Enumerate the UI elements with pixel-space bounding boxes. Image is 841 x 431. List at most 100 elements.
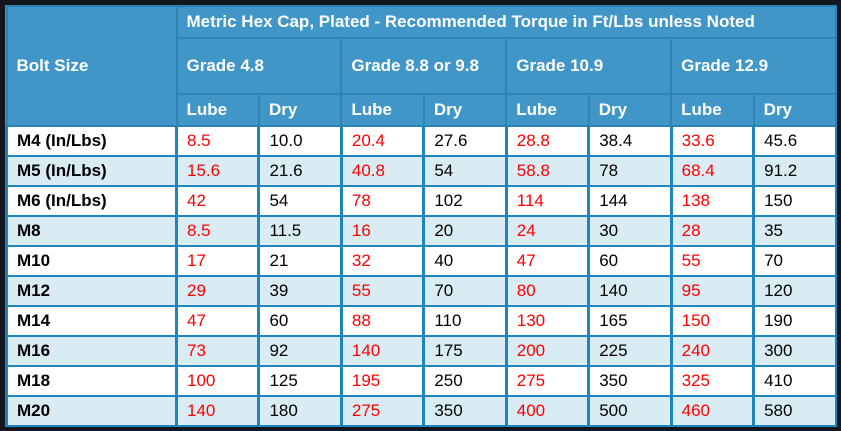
dry-value-cell: 91.2 <box>752 155 838 187</box>
table-row: M18 100 125 195 250 275 350 325 410 <box>5 365 838 397</box>
dry-value-cell: 10.0 <box>257 125 343 157</box>
grade-header-row: Grade 4.8 Grade 8.8 or 9.8 Grade 10.9 Gr… <box>7 37 837 95</box>
bolt-size-cell: M16 <box>5 335 178 367</box>
lube-value-cell: 88 <box>339 305 425 337</box>
lube-value-cell: 55 <box>669 245 755 277</box>
table-row: M8 8.5 11.5 16 20 24 30 28 35 <box>5 215 838 247</box>
dry-header: Dry <box>422 93 508 127</box>
bolt-size-cell: M18 <box>5 365 178 397</box>
dry-value-cell: 40 <box>422 245 508 277</box>
dry-value-cell: 70 <box>422 275 508 307</box>
lube-value-cell: 40.8 <box>339 155 425 187</box>
dry-value-cell: 225 <box>587 335 673 367</box>
table-row: M5 (In/Lbs) 15.6 21.6 40.8 54 58.8 78 68.4 91.2 <box>5 155 838 187</box>
lube-value-cell: 114 <box>504 185 590 217</box>
grade-4-8-header: Grade 4.8 <box>175 37 343 95</box>
lube-value-cell: 140 <box>339 335 425 367</box>
bolt-size-cell: M12 <box>5 275 178 307</box>
lube-value-cell: 8.5 <box>174 215 260 247</box>
dry-value-cell: 180 <box>257 395 343 427</box>
table-row: M4 (In/Lbs) 8.5 10.0 20.4 27.6 28.8 38.4 33.6 45… <box>5 125 838 157</box>
dry-value-cell: 175 <box>422 335 508 367</box>
lube-value-cell: 275 <box>504 365 590 397</box>
lube-value-cell: 150 <box>669 305 755 337</box>
lube-header: Lube <box>670 93 755 127</box>
dry-value-cell: 35 <box>752 215 838 247</box>
dry-value-cell: 30 <box>587 215 673 247</box>
table-row: M6 (In/Lbs) 42 54 78 102 114 144 138 150 <box>5 185 838 217</box>
lube-value-cell: 325 <box>669 365 755 397</box>
lube-value-cell: 24 <box>504 215 590 247</box>
bolt-size-cell: M20 <box>5 395 178 427</box>
dry-value-cell: 70 <box>752 245 838 277</box>
dry-value-cell: 21 <box>257 245 343 277</box>
dry-value-cell: 150 <box>752 185 838 217</box>
table-row: M20 140 180 275 350 400 500 460 580 <box>5 395 838 427</box>
dry-value-cell: 20 <box>422 215 508 247</box>
dry-value-cell: 350 <box>587 365 673 397</box>
dry-value-cell: 190 <box>752 305 838 337</box>
lube-value-cell: 47 <box>504 245 590 277</box>
dry-value-cell: 38.4 <box>587 125 673 157</box>
lube-value-cell: 68.4 <box>669 155 755 187</box>
lube-value-cell: 460 <box>669 395 755 427</box>
lube-value-cell: 130 <box>504 305 590 337</box>
lube-dry-header-row: Lube Dry Lube Dry Lube Dry Lube Dry <box>7 93 838 127</box>
lube-value-cell: 8.5 <box>174 125 260 157</box>
dry-value-cell: 27.6 <box>422 125 508 157</box>
dry-value-cell: 144 <box>587 185 673 217</box>
lube-value-cell: 275 <box>339 395 425 427</box>
torque-table: Bolt Size Metric Hex Cap, Plated - Recom… <box>5 5 838 427</box>
lube-value-cell: 32 <box>339 245 425 277</box>
dry-value-cell: 125 <box>257 365 343 397</box>
lube-value-cell: 16 <box>339 215 425 247</box>
table-title: Metric Hex Cap, Plated - Recommended Tor… <box>175 5 837 39</box>
lube-value-cell: 28.8 <box>504 125 590 157</box>
lube-value-cell: 15.6 <box>174 155 260 187</box>
table-row: M10 17 21 32 40 47 60 55 70 <box>5 245 838 277</box>
bolt-size-cell: M10 <box>5 245 178 277</box>
dry-value-cell: 60 <box>257 305 343 337</box>
dry-value-cell: 580 <box>752 395 838 427</box>
dry-value-cell: 102 <box>422 185 508 217</box>
dry-value-cell: 300 <box>752 335 838 367</box>
grade-12-9-header: Grade 12.9 <box>670 37 837 95</box>
lube-value-cell: 138 <box>669 185 755 217</box>
lube-value-cell: 195 <box>339 365 425 397</box>
dry-header: Dry <box>587 93 673 127</box>
dry-value-cell: 120 <box>752 275 838 307</box>
dry-value-cell: 410 <box>752 365 838 397</box>
dry-value-cell: 60 <box>587 245 673 277</box>
lube-value-cell: 95 <box>669 275 755 307</box>
lube-header: Lube <box>340 93 425 127</box>
title-row: Bolt Size Metric Hex Cap, Plated - Recom… <box>5 5 837 127</box>
dry-value-cell: 500 <box>587 395 673 427</box>
lube-value-cell: 58.8 <box>504 155 590 187</box>
dry-value-cell: 39 <box>257 275 343 307</box>
lube-value-cell: 80 <box>504 275 590 307</box>
dry-value-cell: 350 <box>422 395 508 427</box>
dry-value-cell: 21.6 <box>257 155 343 187</box>
dry-value-cell: 45.6 <box>752 125 838 157</box>
lube-value-cell: 55 <box>339 275 425 307</box>
table-row: M16 73 92 140 175 200 225 240 300 <box>5 335 838 367</box>
lube-value-cell: 42 <box>174 185 260 217</box>
dry-value-cell: 250 <box>422 365 508 397</box>
lube-value-cell: 33.6 <box>669 125 755 157</box>
dry-value-cell: 92 <box>257 335 343 367</box>
lube-value-cell: 100 <box>174 365 260 397</box>
lube-value-cell: 240 <box>669 335 755 367</box>
bolt-size-cell: M8 <box>5 215 178 247</box>
dry-value-cell: 140 <box>587 275 673 307</box>
bolt-size-cell: M6 (In/Lbs) <box>5 185 178 217</box>
dry-header: Dry <box>257 93 343 127</box>
dry-value-cell: 110 <box>422 305 508 337</box>
lube-value-cell: 140 <box>174 395 260 427</box>
grade-10-9-header: Grade 10.9 <box>505 37 673 95</box>
dry-value-cell: 11.5 <box>257 215 343 247</box>
lube-value-cell: 73 <box>174 335 260 367</box>
lube-value-cell: 29 <box>174 275 260 307</box>
bolt-size-cell: M5 (In/Lbs) <box>5 155 178 187</box>
table-row: M14 47 60 88 110 130 165 150 190 <box>5 305 838 337</box>
